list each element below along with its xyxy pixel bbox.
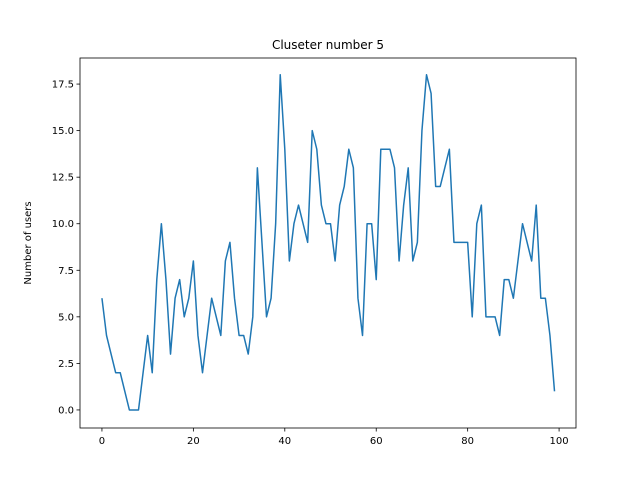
x-tick-label: 100 xyxy=(550,436,569,447)
chart-title: Cluseter number 5 xyxy=(272,38,384,52)
y-tick-label: 17.5 xyxy=(52,80,74,91)
plot-frame xyxy=(79,57,577,429)
y-tick-label: 0.0 xyxy=(58,405,74,416)
x-tick-label: 20 xyxy=(187,436,200,447)
x-tick-label: 40 xyxy=(278,436,291,447)
x-tick-label: 0 xyxy=(99,436,105,447)
y-axis-label: Number of users xyxy=(23,201,34,284)
y-tick-label: 5.0 xyxy=(58,312,74,323)
y-tick-label: 7.5 xyxy=(58,266,74,277)
y-tick-label: 15.0 xyxy=(52,126,74,137)
y-tick-label: 12.5 xyxy=(52,173,74,184)
x-tick-label: 80 xyxy=(461,436,474,447)
data-line xyxy=(101,74,556,411)
y-tick-label: 2.5 xyxy=(58,359,74,370)
x-tick-label: 60 xyxy=(370,436,383,447)
y-tick-label: 10.0 xyxy=(52,219,74,230)
